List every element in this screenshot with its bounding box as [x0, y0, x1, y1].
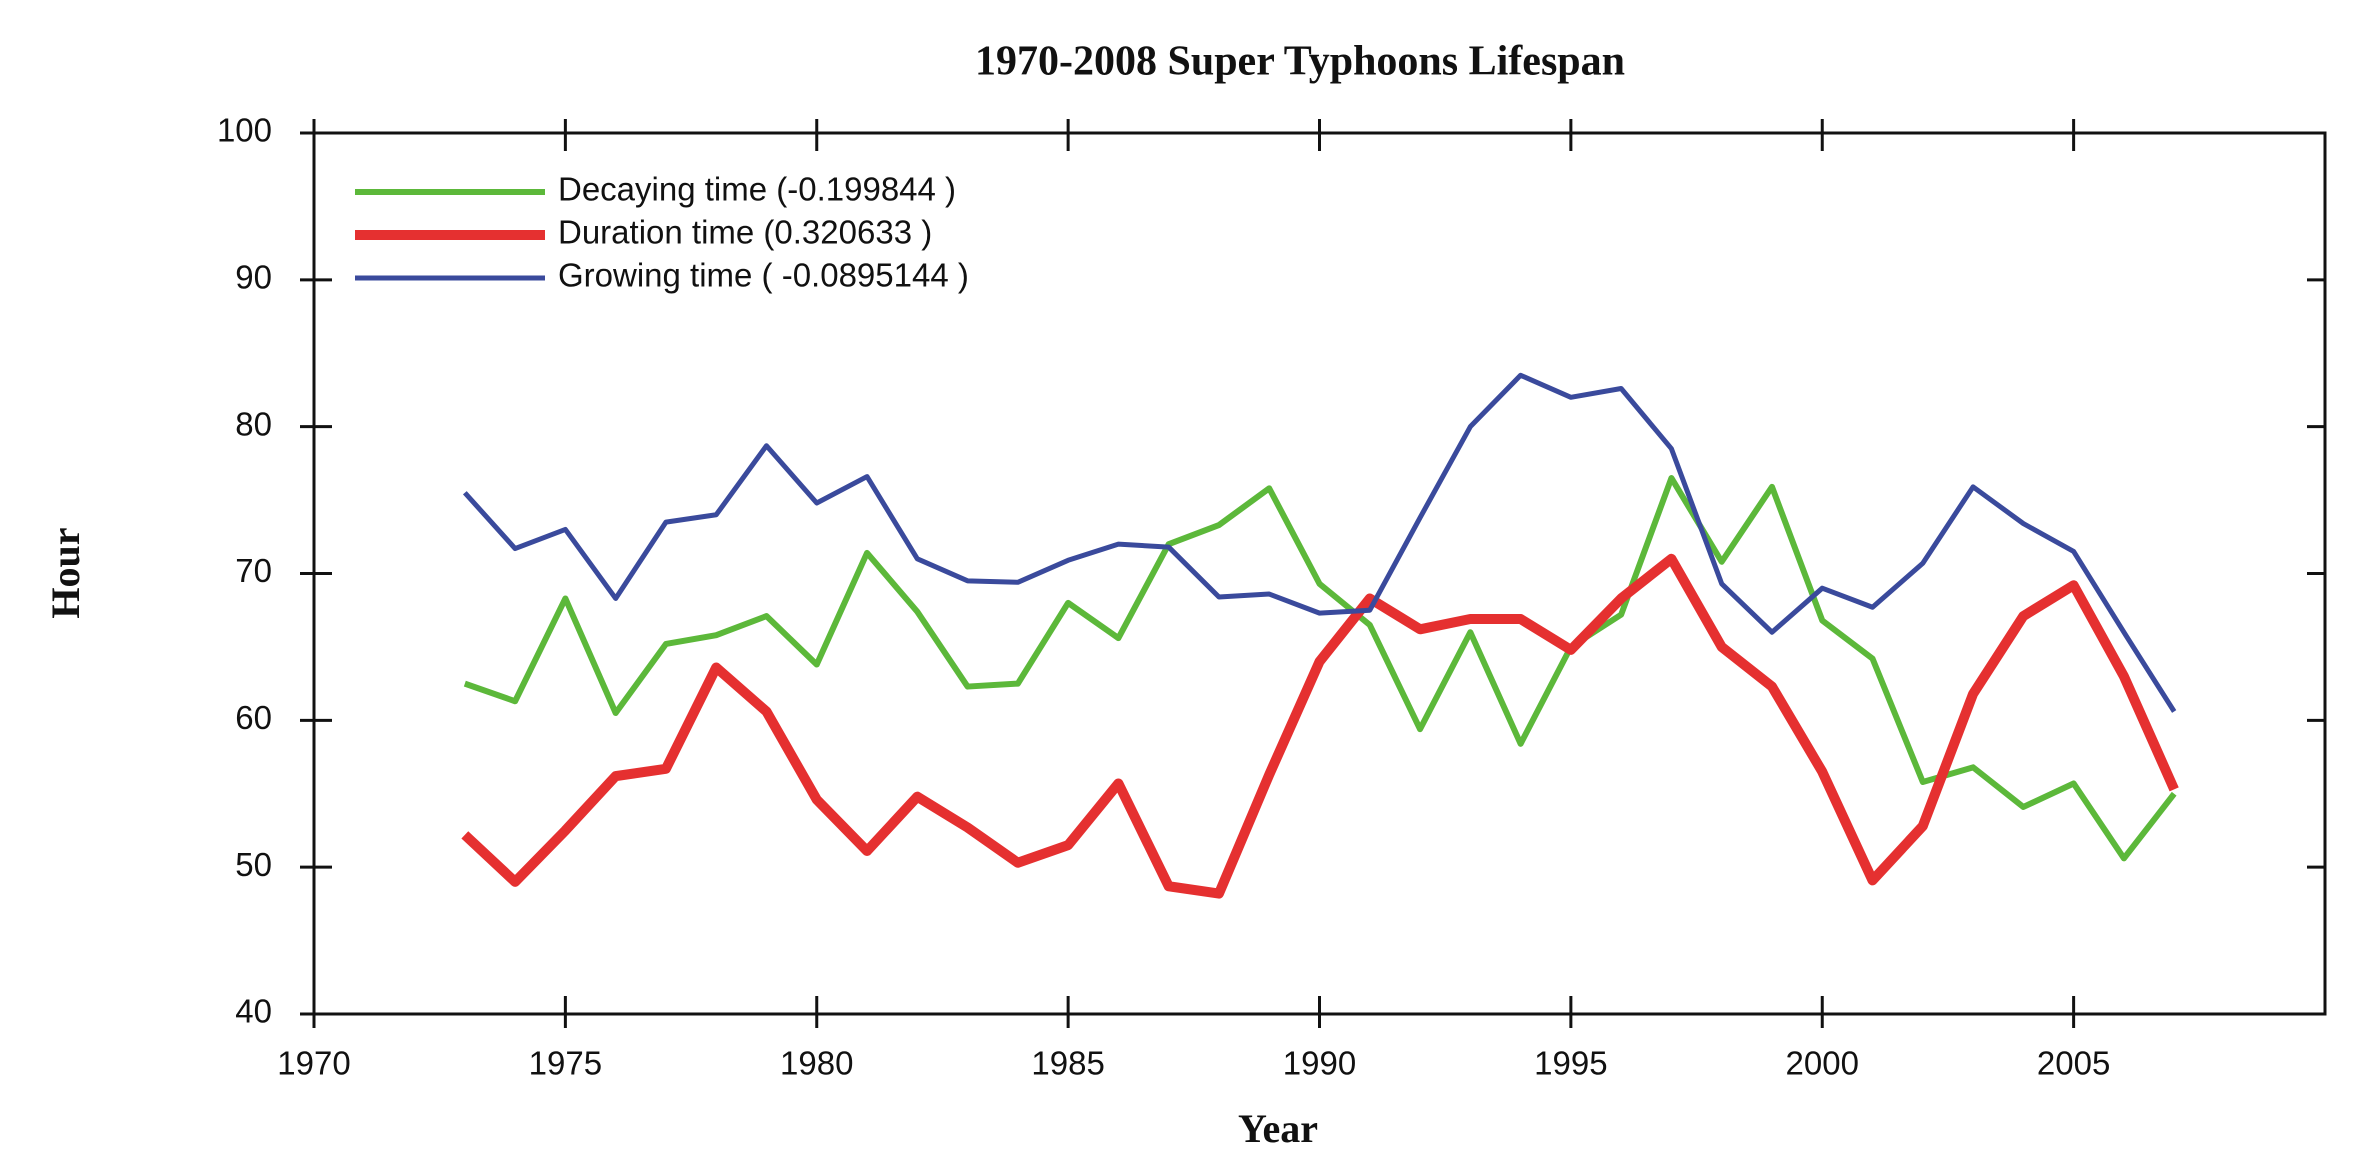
- y-tick-label: 100: [217, 112, 272, 149]
- data-line: [462, 372, 2177, 713]
- x-tick-label: 1980: [780, 1045, 853, 1082]
- legend-label: Decaying time (-0.199844 ): [558, 171, 956, 208]
- y-tick-label: 60: [235, 699, 272, 736]
- x-axis-label: Year: [1238, 1106, 1318, 1151]
- y-tick-label: 40: [235, 993, 272, 1030]
- legend-label: Growing time ( -0.0895144 ): [558, 257, 969, 294]
- x-tick-label: 1970: [277, 1045, 350, 1082]
- y-tick-label: 70: [235, 552, 272, 589]
- legend-label: Duration time (0.320633 ): [558, 214, 932, 251]
- x-tick-label: 2000: [1786, 1045, 1859, 1082]
- data-line: [461, 553, 2179, 899]
- x-tick-label: 2005: [2037, 1045, 2110, 1082]
- y-tick-label: 90: [235, 259, 272, 296]
- x-tick-label: 1985: [1031, 1045, 1104, 1082]
- x-tick-label: 1990: [1283, 1045, 1356, 1082]
- chart-title: 1970-2008 Super Typhoons Lifespan: [975, 39, 1625, 85]
- x-tick-label: 1995: [1534, 1045, 1607, 1082]
- x-tick-label: 1975: [529, 1045, 602, 1082]
- y-axis-label: Hour: [43, 527, 88, 618]
- data-line: [463, 475, 2177, 862]
- y-tick-label: 50: [235, 846, 272, 883]
- y-tick-label: 80: [235, 405, 272, 442]
